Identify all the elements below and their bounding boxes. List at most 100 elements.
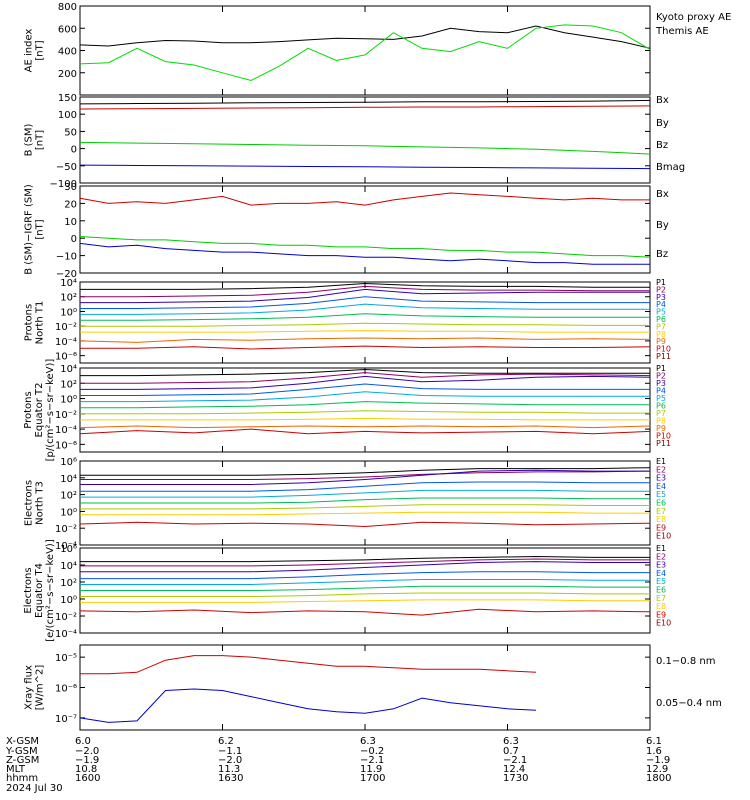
y-tick-label: 10⁻⁴ xyxy=(55,629,77,640)
series-line-E6 xyxy=(80,585,650,591)
series-line-E9 xyxy=(79,521,651,528)
x-axis-value: 10.8 xyxy=(75,764,97,775)
series-line-Bz xyxy=(79,105,651,110)
series-line-P6 xyxy=(80,313,650,321)
panel-7: 10⁶ 10⁴ 10² 10⁰ 10⁻² 10⁻⁴ Electrons Equator T4[… xyxy=(23,539,671,642)
legend-entry: P10 xyxy=(656,345,671,354)
panel-frame xyxy=(79,96,651,184)
y-axis-label: B (SM) xyxy=(24,123,35,156)
y-tick-label: 10² xyxy=(60,293,77,304)
x-axis-row-label: X-GSM xyxy=(6,736,39,747)
y-axis-label: AE index xyxy=(24,29,35,73)
legend-entry: P9 xyxy=(656,337,666,346)
series-line-Themis-AE xyxy=(79,25,651,49)
y-axis-label: Protons xyxy=(24,304,35,341)
panel-5: 10⁴ 10² 10⁰ 10⁻² 10⁻⁴ 10⁻⁶ Protons Equator T2 [p… xyxy=(23,359,671,462)
y-axis-label: [nT] xyxy=(35,130,46,150)
series-line-E7 xyxy=(80,504,650,510)
series-line-E5 xyxy=(80,489,650,498)
legend-entry: P8 xyxy=(656,417,666,426)
legend-entry: P2 xyxy=(656,285,666,294)
series-line-P7 xyxy=(80,410,650,415)
series-line-E1 xyxy=(80,467,651,476)
legend-entry: Bz xyxy=(656,140,668,151)
y-axis-label: [W/m^2] xyxy=(35,665,46,711)
y-tick-label: 30 xyxy=(64,182,77,193)
x-axis-value: 1600 xyxy=(75,773,100,784)
legend-entry: P11 xyxy=(656,439,671,448)
legend-entry: E2 xyxy=(656,552,666,561)
y-axis-label: North T1 xyxy=(35,301,46,345)
legend-entry: E6 xyxy=(656,586,666,595)
y-tick-label: 600 xyxy=(58,24,77,35)
legend-entry: E6 xyxy=(656,499,666,508)
legend-entry: E1 xyxy=(656,544,666,553)
y-tick-label: 0 xyxy=(71,145,77,156)
legend-entry: P11 xyxy=(656,352,671,361)
x-axis-row-label: Y-GSM xyxy=(5,746,38,757)
y-tick-label: 10⁻⁴ xyxy=(55,337,77,348)
x-axis-row-label: 2024 Jul 30 xyxy=(6,783,63,794)
legend-entry: P2 xyxy=(656,372,666,381)
legend-entry: P4 xyxy=(656,300,666,309)
x-axis-value: −1.1 xyxy=(218,746,242,757)
legend-entry: E4 xyxy=(656,569,666,578)
series-line-P8 xyxy=(80,417,650,421)
legend-entry: P6 xyxy=(656,402,666,411)
y-tick-label: 10⁻⁴ xyxy=(55,425,77,436)
series-line-E8 xyxy=(80,599,650,603)
x-axis-value: 6.1 xyxy=(646,736,662,747)
x-axis-value: −1.9 xyxy=(646,755,670,766)
legend-entry: E3 xyxy=(656,561,666,570)
y-axis-label: [p/(cm²−s−sr−keV)] xyxy=(45,359,56,462)
legend-entry: Bz xyxy=(656,249,668,260)
panel-8: 10⁻⁵ 10⁻⁶ 10⁻⁷ Xray flux [W/m^2] 0.1−0.8 nm 0.… xyxy=(24,644,722,731)
panel-frame xyxy=(79,367,651,453)
legend-entry: 0.1−0.8 nm xyxy=(656,656,715,667)
panel-frame xyxy=(79,644,651,731)
series-line-By xyxy=(79,236,651,258)
series-line-P5 xyxy=(80,303,650,315)
series-line-Bmag xyxy=(79,99,651,105)
series-line-Bx xyxy=(79,242,650,265)
panel-frame xyxy=(79,5,651,96)
y-tick-label: 10⁴ xyxy=(60,561,77,572)
y-axis-label: B (SM)−IGRF (SM) xyxy=(24,184,35,275)
y-tick-label: 10² xyxy=(60,491,77,502)
legend-entry: P10 xyxy=(656,432,671,441)
legend-entry: E9 xyxy=(656,610,666,619)
legend-entry: P7 xyxy=(656,409,666,418)
y-tick-label: 10⁻⁴ xyxy=(55,541,77,552)
x-axis-value: 1700 xyxy=(360,773,385,784)
series-line-P2 xyxy=(80,285,650,298)
series-line-E2 xyxy=(80,470,651,480)
y-tick-label: 10⁰ xyxy=(60,595,77,606)
series-line-Kyoto-proxy-AE xyxy=(79,24,651,82)
y-tick-label: −50 xyxy=(56,162,77,173)
legend-entry: Bmag xyxy=(656,162,685,173)
x-axis-value: −2.1 xyxy=(503,755,527,766)
y-tick-label: 10⁻⁵ xyxy=(55,653,77,664)
series-line-P4 xyxy=(80,296,650,309)
legend-entry: E7 xyxy=(656,507,666,516)
y-tick-label: 200 xyxy=(58,69,77,80)
x-axis-value: 6.2 xyxy=(218,736,234,747)
y-tick-label: 10⁻⁷ xyxy=(55,714,77,725)
x-axis-value: 6.3 xyxy=(360,736,376,747)
y-tick-label: 10⁻² xyxy=(55,612,77,623)
series-line-E2 xyxy=(80,558,650,567)
legend-entry: Bx xyxy=(656,95,669,106)
legend-entry: P3 xyxy=(656,293,666,302)
series-line-0-1-0-8-nm xyxy=(80,655,537,675)
legend-entry: P5 xyxy=(656,394,666,403)
x-axis-value: 6.3 xyxy=(503,736,519,747)
x-axis-value: 6.0 xyxy=(75,736,91,747)
series-line-P10 xyxy=(79,428,651,435)
x-axis-value: 12.9 xyxy=(646,764,668,775)
panel-3: 30 20 10 0 −10 −20 B (SM)−IGRF (SM) [nT] Bx By Bz xyxy=(24,182,669,280)
legend-entry: E4 xyxy=(656,482,666,491)
legend-entry: P4 xyxy=(656,387,666,396)
panel-frame xyxy=(79,185,651,274)
series-line-E3 xyxy=(80,561,650,573)
